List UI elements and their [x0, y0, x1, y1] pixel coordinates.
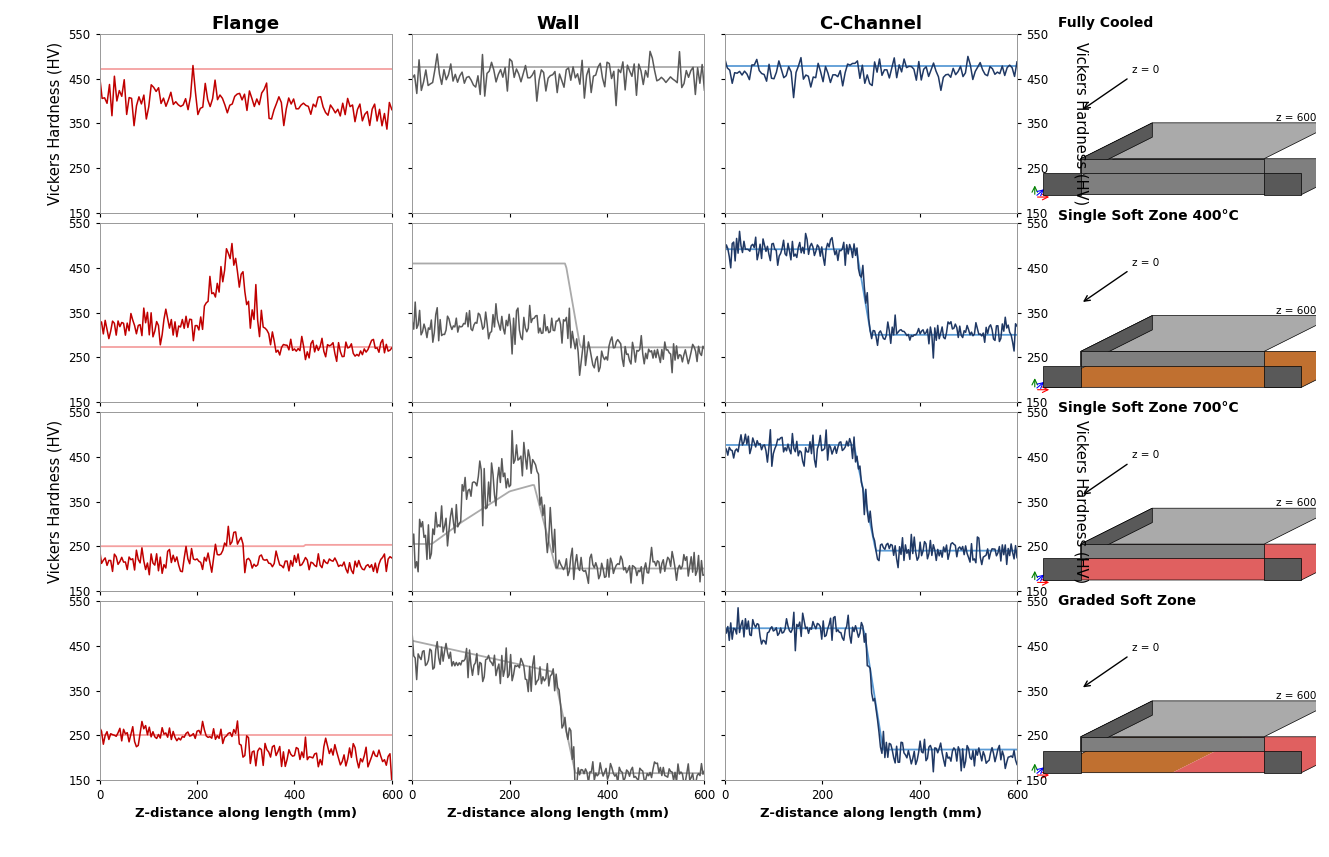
Text: Single Soft Zone 400°C: Single Soft Zone 400°C [1058, 208, 1239, 223]
Polygon shape [1080, 351, 1264, 366]
Polygon shape [1043, 544, 1329, 580]
Text: Vickers Hardness (HV): Vickers Hardness (HV) [1074, 42, 1088, 205]
Polygon shape [1080, 123, 1329, 159]
Text: z = 600: z = 600 [1276, 306, 1316, 315]
Polygon shape [1043, 737, 1244, 773]
Y-axis label: Vickers Hardness (HV): Vickers Hardness (HV) [48, 42, 62, 205]
Polygon shape [1080, 159, 1264, 173]
Text: z = 0: z = 0 [1132, 65, 1159, 75]
Text: z = 600: z = 600 [1276, 691, 1316, 701]
Polygon shape [1080, 315, 1329, 351]
Polygon shape [1264, 366, 1301, 387]
Polygon shape [1080, 701, 1152, 751]
Title: Flange: Flange [211, 15, 280, 33]
Title: Wall: Wall [537, 15, 579, 33]
Text: Vickers Hardness (HV): Vickers Hardness (HV) [1074, 420, 1088, 583]
Text: z = 600: z = 600 [1276, 113, 1316, 123]
Polygon shape [1264, 173, 1301, 195]
Polygon shape [1080, 737, 1264, 751]
Polygon shape [1080, 315, 1152, 366]
Polygon shape [1080, 701, 1329, 737]
Polygon shape [1043, 351, 1329, 387]
Text: Single Soft Zone 700°C: Single Soft Zone 700°C [1058, 401, 1239, 416]
Text: z = 0: z = 0 [1132, 643, 1159, 653]
Polygon shape [1264, 751, 1301, 773]
Polygon shape [1080, 544, 1264, 559]
Y-axis label: Vickers Hardness (HV): Vickers Hardness (HV) [48, 420, 62, 583]
Polygon shape [1043, 159, 1329, 195]
Polygon shape [1043, 366, 1080, 387]
Text: Fully Cooled: Fully Cooled [1058, 16, 1154, 30]
Text: z = 0: z = 0 [1132, 258, 1159, 267]
Polygon shape [1043, 173, 1080, 195]
Polygon shape [1080, 123, 1152, 173]
Title: C-Channel: C-Channel [820, 15, 922, 33]
Polygon shape [1080, 508, 1329, 544]
Text: z = 600: z = 600 [1276, 498, 1316, 508]
Polygon shape [1043, 559, 1080, 580]
Polygon shape [1264, 559, 1301, 580]
Polygon shape [1080, 508, 1152, 559]
Polygon shape [1043, 751, 1080, 773]
X-axis label: Z-distance along length (mm): Z-distance along length (mm) [134, 807, 356, 820]
Text: Graded Soft Zone: Graded Soft Zone [1058, 594, 1196, 608]
X-axis label: Z-distance along length (mm): Z-distance along length (mm) [760, 807, 982, 820]
Polygon shape [1172, 737, 1329, 773]
X-axis label: Z-distance along length (mm): Z-distance along length (mm) [448, 807, 670, 820]
Text: z = 0: z = 0 [1132, 450, 1159, 460]
